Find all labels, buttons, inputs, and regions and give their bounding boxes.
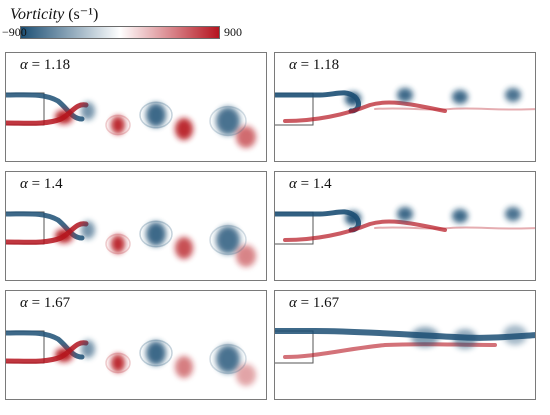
colorbar-title: Vorticity (s⁻¹) xyxy=(10,4,98,24)
negative-vortex xyxy=(397,88,413,102)
panel-left-alpha-1-18: α = 1.18 xyxy=(5,52,267,162)
vortex-ring xyxy=(139,220,173,248)
lower-shear-layer xyxy=(283,219,447,242)
positive-vortex xyxy=(236,245,256,267)
positive-vortex xyxy=(55,348,73,362)
vortex-ring xyxy=(209,105,247,137)
vorticity-field-right-1 xyxy=(275,88,535,126)
colorbar-title-unit: (s⁻¹) xyxy=(68,6,99,23)
vorticity-field-left-1 xyxy=(6,92,256,148)
vorticity-field-right-3 xyxy=(275,325,535,364)
alpha-label: α = 1.4 xyxy=(289,176,332,193)
panel-right-alpha-1-67: α = 1.67 xyxy=(274,290,536,400)
vortex-ring xyxy=(105,114,131,136)
positive-vortex xyxy=(55,110,73,124)
positive-vortex xyxy=(111,235,125,253)
vortex-ring xyxy=(139,339,173,367)
negative-vortex xyxy=(146,222,166,246)
upper-shear-layer xyxy=(6,211,85,241)
alpha-value: = 1.67 xyxy=(31,295,71,311)
alpha-label: α = 1.18 xyxy=(20,57,70,74)
negative-vortex xyxy=(81,340,95,358)
panel-right-alpha-1-4: α = 1.4 xyxy=(274,171,536,281)
alpha-label: α = 1.67 xyxy=(20,295,70,312)
upper-shear-layer xyxy=(6,92,85,122)
vortex-ring xyxy=(105,233,131,255)
positive-vortex xyxy=(175,237,193,259)
wake-filament xyxy=(374,226,535,230)
vortex-ring xyxy=(139,101,173,129)
negative-vortex xyxy=(452,209,468,223)
alpha-symbol: α xyxy=(20,57,28,73)
negative-vortex xyxy=(505,88,521,102)
vorticity-field-left-2 xyxy=(6,211,256,267)
negative-vortex xyxy=(216,226,240,254)
alpha-label: α = 1.67 xyxy=(289,295,339,312)
positive-vortex xyxy=(175,356,193,378)
negative-vortex xyxy=(81,221,95,239)
negative-vortex xyxy=(452,90,468,104)
negative-vortex xyxy=(81,102,95,120)
positive-vortex xyxy=(111,354,125,372)
vortex-ring xyxy=(105,352,131,374)
vorticity-field-left-3 xyxy=(6,330,256,386)
colorbar-min-label: −900 xyxy=(2,25,27,39)
alpha-value: = 1.4 xyxy=(300,176,332,192)
wake-filament xyxy=(374,107,535,111)
negative-vortex xyxy=(411,327,439,347)
negative-vortex xyxy=(453,329,477,349)
negative-vortex xyxy=(216,345,240,373)
negative-vortex xyxy=(345,211,361,225)
alpha-symbol: α xyxy=(289,176,297,192)
upper-shear-layer xyxy=(6,330,85,360)
positive-vortex xyxy=(111,116,125,134)
positive-vortex xyxy=(236,364,256,386)
upper-shear-layer xyxy=(275,328,535,341)
negative-vortex xyxy=(146,341,166,365)
panel-left-alpha-1-67: α = 1.67 xyxy=(5,290,267,400)
negative-vortex xyxy=(216,107,240,135)
panel-right-alpha-1-18: α = 1.18 xyxy=(274,52,536,162)
colorbar-gradient xyxy=(20,26,220,39)
alpha-symbol: α xyxy=(20,295,28,311)
positive-vortex xyxy=(55,229,73,243)
negative-vortex xyxy=(397,207,413,221)
alpha-value: = 1.67 xyxy=(300,295,340,311)
negative-vortex xyxy=(503,325,527,345)
panel-left-alpha-1-4: α = 1.4 xyxy=(5,171,267,281)
negative-vortex xyxy=(345,92,361,106)
positive-vortex xyxy=(175,118,193,140)
alpha-value: = 1.18 xyxy=(300,57,340,73)
alpha-symbol: α xyxy=(20,176,28,192)
vortex-ring xyxy=(209,343,247,375)
alpha-value: = 1.4 xyxy=(31,176,63,192)
positive-vortex xyxy=(236,126,256,148)
colorbar-max-label: 900 xyxy=(224,25,242,39)
colorbar-title-symbol: Vorticity xyxy=(10,6,65,23)
alpha-label: α = 1.18 xyxy=(289,57,339,74)
vorticity-colorbar: Vorticity (s⁻¹) −900 900 xyxy=(0,0,270,46)
negative-vortex xyxy=(146,103,166,127)
vortex-ring xyxy=(209,224,247,256)
alpha-symbol: α xyxy=(289,57,297,73)
negative-vortex xyxy=(505,207,521,221)
alpha-value: = 1.18 xyxy=(31,57,71,73)
alpha-label: α = 1.4 xyxy=(20,176,63,193)
alpha-symbol: α xyxy=(289,295,297,311)
lower-shear-layer xyxy=(283,100,447,123)
vorticity-field-right-2 xyxy=(275,207,535,245)
